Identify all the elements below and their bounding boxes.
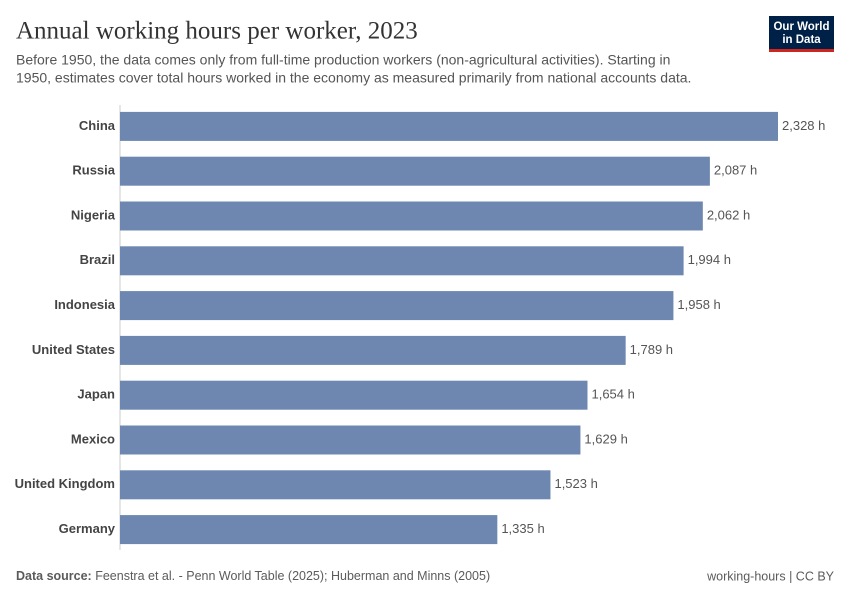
y-tick-label: Japan (77, 387, 115, 402)
subtitle: 1950, estimates cover total hours worked… (16, 70, 691, 86)
y-tick-label: China (79, 118, 116, 133)
logo-underline (769, 49, 834, 52)
footer-right: working-hours | CC BY (706, 569, 835, 583)
source-label: Data source: (16, 569, 92, 583)
value-label: 1,629 h (584, 431, 627, 446)
y-tick-label: Germany (59, 521, 116, 536)
bar (120, 201, 703, 231)
value-label: 1,994 h (688, 252, 731, 267)
chart-title: Annual working hours per worker, 2023 (16, 18, 418, 45)
bar (120, 111, 778, 141)
value-label: 1,789 h (630, 342, 673, 357)
source: Data source: Feenstra et al. - Penn Worl… (16, 569, 490, 583)
bar (120, 335, 626, 365)
bar (120, 515, 498, 545)
logo-background (769, 16, 834, 50)
logo: Our World in Data (769, 16, 834, 52)
value-label: 1,335 h (501, 521, 544, 536)
value-label: 2,328 h (782, 118, 825, 133)
value-label: 2,062 h (707, 207, 750, 222)
logo-text: Our World (773, 21, 829, 33)
bar (120, 425, 581, 455)
y-tick-label: Mexico (71, 431, 115, 446)
bar (120, 470, 551, 500)
bar (120, 246, 684, 276)
subtitle: Before 1950, the data comes only from fu… (16, 52, 670, 68)
logo-text: in Data (782, 34, 821, 46)
y-tick-label: Russia (72, 163, 115, 178)
bar (120, 291, 674, 321)
y-tick-label: Nigeria (71, 207, 116, 222)
y-tick-label: Indonesia (54, 297, 115, 312)
value-label: 1,523 h (554, 476, 597, 491)
y-tick-label: Brazil (80, 252, 115, 267)
bar (120, 156, 710, 186)
value-label: 2,087 h (714, 163, 757, 178)
value-label: 1,958 h (677, 297, 720, 312)
y-tick-label: United Kingdom (15, 476, 115, 491)
bar (120, 380, 588, 410)
y-tick-label: United States (32, 342, 115, 357)
value-label: 1,654 h (591, 387, 634, 402)
source-text: Feenstra et al. - Penn World Table (2025… (95, 569, 490, 583)
